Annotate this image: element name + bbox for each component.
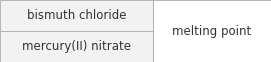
Text: mercury(II) nitrate: mercury(II) nitrate [22,40,131,53]
Bar [0,31,153,62]
Text: bismuth chloride: bismuth chloride [27,9,126,22]
Bar [153,0,271,62]
Bar [0,0,153,31]
Text: melting point: melting point [172,24,252,38]
